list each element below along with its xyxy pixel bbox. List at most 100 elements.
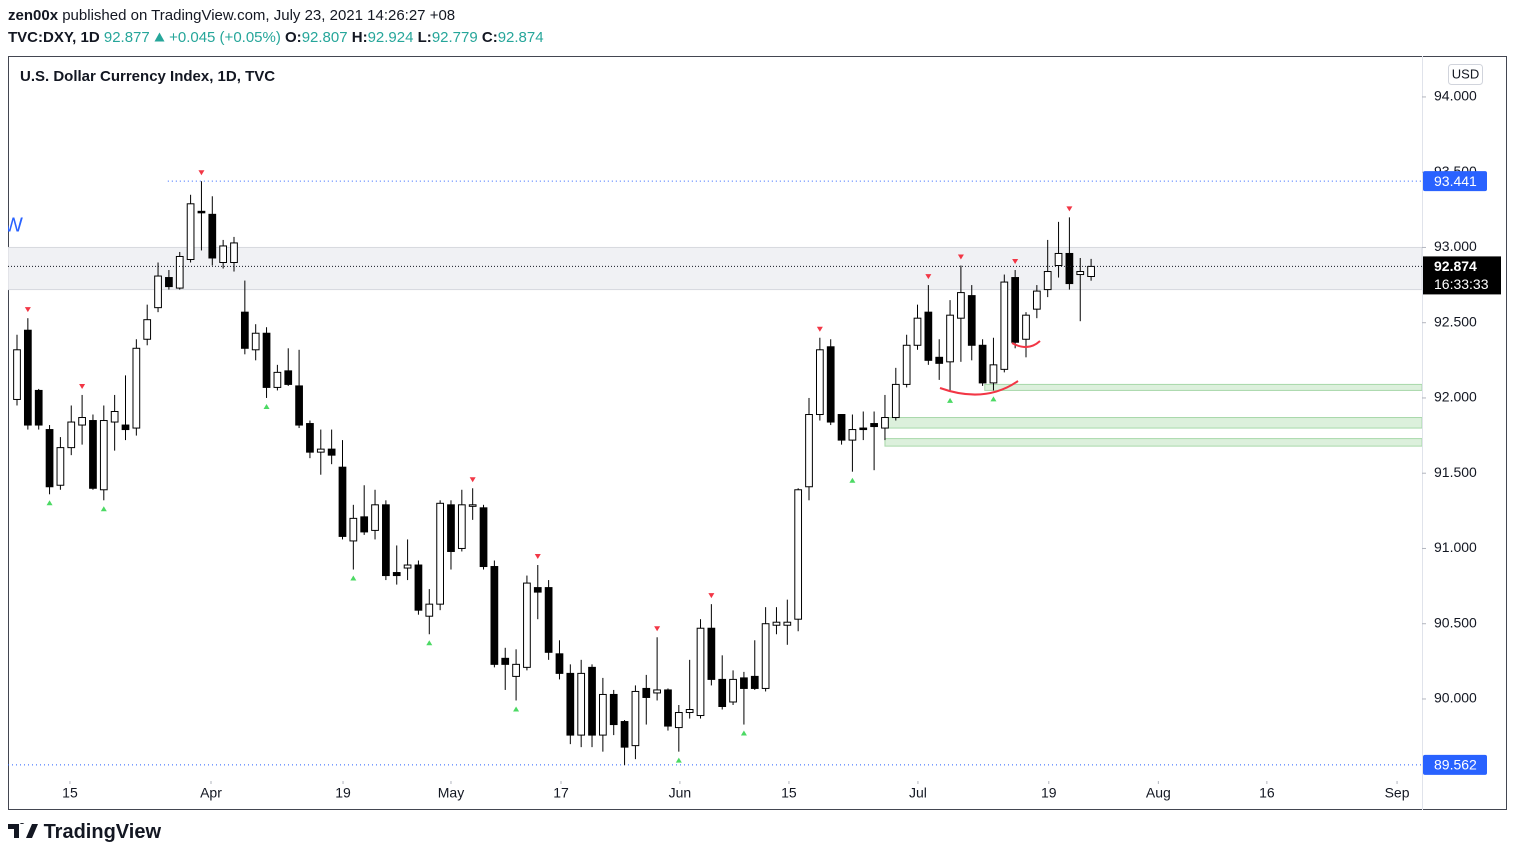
x-tick-label: Sep — [1385, 785, 1410, 801]
h-value: 92.924 — [367, 29, 414, 46]
x-tick-label: 17 — [553, 785, 569, 801]
candle-body — [327, 448, 336, 456]
price-badge — [1423, 754, 1487, 775]
candle-body — [490, 566, 499, 665]
candle-body — [805, 414, 813, 488]
candle-body — [707, 627, 716, 680]
h-label: H: — [351, 29, 368, 46]
price-badge-label: 93.441 — [1434, 173, 1477, 189]
x-tick-label: Jul — [909, 785, 927, 801]
candle-body — [935, 356, 944, 364]
candle-body — [599, 693, 607, 736]
author: zen00x — [8, 7, 59, 24]
candle-body — [761, 623, 770, 689]
candle-body — [609, 693, 618, 726]
fractal-low — [675, 757, 682, 763]
candle-body — [533, 587, 542, 593]
fractal-high — [654, 626, 661, 632]
candle-body — [1065, 252, 1074, 285]
c-value: 92.874 — [497, 29, 544, 46]
candle-body — [664, 689, 672, 727]
y-tick-label: 93.000 — [1434, 238, 1477, 254]
current-price-label: 92.874 — [1434, 258, 1477, 274]
candle-body — [425, 603, 434, 617]
candle-body — [78, 417, 86, 426]
fractal-low — [350, 575, 357, 581]
candle-body — [870, 423, 878, 428]
candle-body — [1087, 265, 1095, 277]
c-label: C: — [481, 29, 498, 46]
candle-body — [577, 672, 586, 736]
candle-body — [566, 672, 575, 736]
candle-body — [620, 721, 629, 748]
chart-title: U.S. Dollar Currency Index, 1D, TVC — [20, 68, 275, 85]
l-label: L: — [417, 29, 432, 46]
candle-body — [1022, 314, 1030, 340]
y-tick-label: 91.000 — [1434, 539, 1477, 555]
candle-body — [783, 621, 792, 626]
candle-body — [1011, 277, 1020, 343]
candle-body — [544, 587, 553, 653]
candle-body — [457, 504, 466, 549]
candle-body — [1000, 281, 1009, 370]
o-label: O: — [285, 29, 302, 46]
candle-body — [772, 621, 781, 626]
x-tick-label: May — [438, 785, 464, 801]
candle-body — [447, 504, 455, 552]
candle-body — [826, 346, 835, 423]
candle-body — [750, 675, 759, 689]
fractal-high — [708, 593, 715, 599]
fractal-high — [534, 554, 541, 560]
currency-box[interactable] — [1448, 64, 1483, 85]
candle-body — [403, 564, 412, 569]
candle-body — [555, 653, 564, 674]
candle-body — [392, 572, 401, 577]
y-tick-label: 92.500 — [1434, 313, 1477, 329]
o-value: 92.807 — [301, 29, 348, 46]
fractal-low — [990, 396, 997, 402]
zone — [884, 417, 1422, 429]
countdown: 16:33:33 — [1434, 276, 1489, 292]
candle-body — [891, 383, 900, 419]
candle-body — [642, 687, 651, 698]
x-tick-label: 16 — [1259, 785, 1275, 801]
fractal-low — [947, 397, 954, 403]
up-arrow — [154, 32, 165, 42]
candle-body — [881, 417, 889, 429]
candle-body — [154, 275, 162, 309]
currency: USD — [1452, 66, 1479, 81]
fractal-high — [1012, 259, 1019, 265]
candle-body — [186, 203, 195, 260]
candle-body — [382, 504, 390, 577]
brand: TradingView — [8, 818, 162, 844]
candle-body — [512, 663, 520, 677]
candle-body — [902, 344, 911, 385]
y-tick-label: 90.000 — [1434, 690, 1477, 706]
candle-body — [631, 690, 640, 747]
fractal-low — [740, 730, 747, 736]
candle-body — [674, 712, 683, 729]
candle-body — [67, 421, 76, 449]
zones — [8, 246, 1422, 447]
candle-body — [588, 666, 596, 736]
drawing-curve — [939, 380, 1019, 396]
quote-line: TVC:DXY, 1D 92.877 +0.045 (+0.05%) O:92.… — [8, 29, 544, 46]
x-tick-label: Aug — [1146, 785, 1171, 801]
change: +0.045 (+0.05%) — [169, 29, 281, 46]
published: published on TradingView.com, July 23, 2… — [62, 7, 456, 24]
publish-line: zen00x published on TradingView.com, Jul… — [8, 7, 455, 24]
candle-body — [436, 502, 444, 605]
candle-body — [251, 332, 260, 351]
fractal-low — [513, 706, 520, 712]
candle-body — [316, 448, 325, 453]
fractal-high — [1066, 206, 1073, 212]
zone — [884, 438, 1422, 447]
current-price-badge — [1423, 256, 1501, 295]
candle-body — [468, 504, 477, 507]
candle-body — [240, 311, 249, 349]
candle-body — [729, 678, 737, 703]
candle-body — [913, 317, 922, 346]
brand-name: TradingView — [43, 821, 162, 843]
candle-body — [718, 678, 727, 707]
